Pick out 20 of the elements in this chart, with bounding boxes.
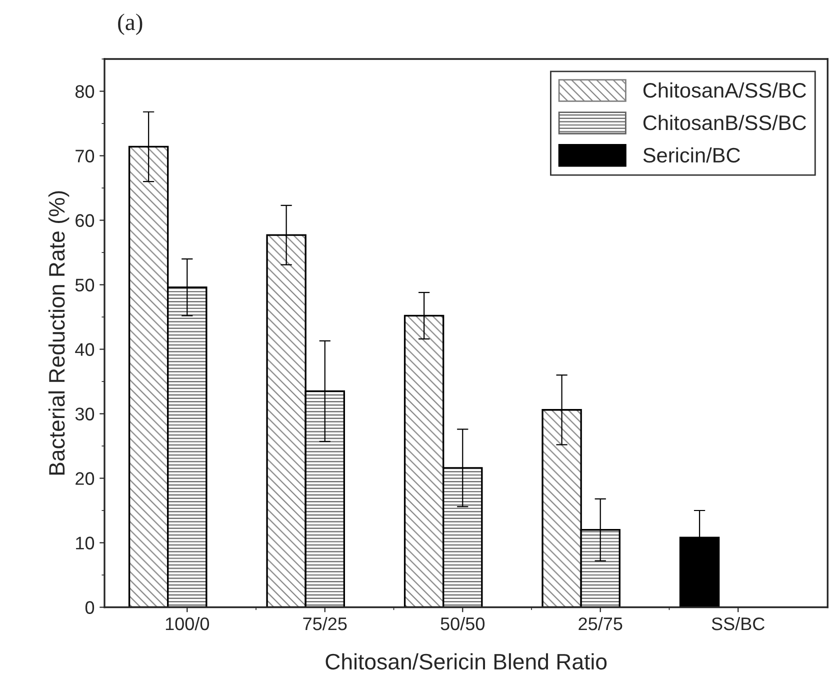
y-tick-label: 70 bbox=[76, 150, 94, 162]
y-tick-label: 20 bbox=[76, 472, 94, 485]
legend-label: ChitosanB/SS/BC bbox=[643, 114, 806, 130]
y-tick-label: 50 bbox=[75, 278, 94, 292]
legend-label: Sericin/BC bbox=[643, 147, 740, 163]
x-axis-title: Chitosan/Sericin Blend Ratio bbox=[326, 653, 607, 670]
chart-title: (a) bbox=[118, 14, 142, 35]
y-tick-label: 40 bbox=[75, 343, 94, 356]
y-tick-label: 30 bbox=[75, 408, 94, 420]
legend-label: ChitosanA/SS/BC bbox=[643, 82, 806, 98]
x-tick-label: 75/25 bbox=[303, 616, 347, 630]
y-tick-label: 0 bbox=[85, 601, 94, 614]
y-axis-title: Bacterial Reduction Rate (%) bbox=[48, 191, 70, 475]
y-tick-label: 10 bbox=[76, 536, 94, 550]
x-tick-label: SS/BC bbox=[712, 616, 765, 630]
x-tick-label: 25/75 bbox=[578, 616, 622, 630]
x-tick-label: 50/50 bbox=[440, 616, 485, 630]
y-tick-label: 60 bbox=[76, 214, 94, 227]
x-tick-label: 100/0 bbox=[166, 616, 210, 630]
y-tick-label: 80 bbox=[75, 85, 94, 98]
